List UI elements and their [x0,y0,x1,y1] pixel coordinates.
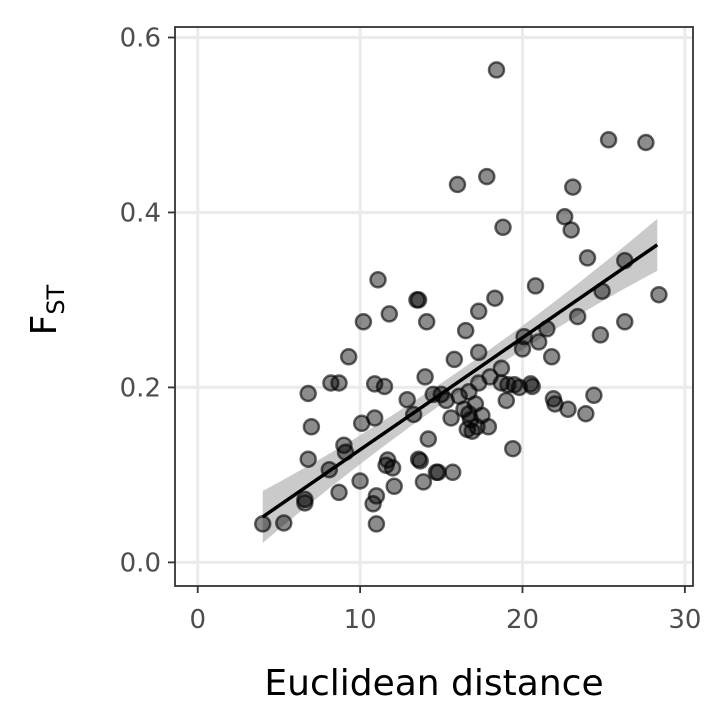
data-point-18 [365,409,384,427]
data-point-80 [529,333,548,351]
data-point-46 [445,350,464,369]
data-point-41 [429,463,447,482]
regression-line [261,243,659,519]
data-point-91 [578,249,597,267]
data-point-14 [351,472,369,490]
data-point-62 [478,167,496,186]
data-point-45 [443,463,462,482]
data-point-44 [442,409,460,427]
data-point-29 [398,390,416,409]
data-point-63 [479,418,498,436]
data-point-70 [497,391,516,410]
data-point-9 [330,374,348,392]
data-point-37 [417,313,436,331]
data-point-93 [591,326,610,344]
data-point-10 [330,483,348,502]
y-tick-label-1: 0.2 [120,373,161,403]
y-tick-label-0: 0.0 [120,548,161,578]
data-point-72 [504,439,522,458]
y-axis-title-subscript: ST [42,284,70,314]
data-point-98 [637,133,655,152]
data-point-1 [275,514,293,532]
data-point-36 [416,368,434,386]
data-point-4 [299,384,317,403]
data-point-5 [299,450,317,468]
data-point-89 [568,307,587,326]
regression-line-group [261,243,659,519]
x-axis-ticks: 0 10 20 30 [189,586,701,635]
data-point-82 [542,348,561,366]
data-point-20 [367,487,386,505]
data-point-86 [559,400,577,419]
data-point-34 [411,452,429,470]
data-point-19 [365,375,384,393]
x-axis-title: Euclidean distance [264,663,603,704]
data-point-3 [296,490,314,509]
data-point-23 [375,377,394,396]
y-axis-title: FST [24,284,70,335]
data-point-90 [577,404,595,423]
data-point-22 [369,271,387,289]
data-point-66 [487,61,506,79]
y-tick-label-2: 0.4 [120,198,161,228]
data-point-65 [486,289,504,307]
data-point-35 [414,473,433,491]
data-point-26 [380,305,399,323]
x-tick-label-2: 20 [506,605,539,635]
data-point-92 [585,386,603,405]
data-point-16 [354,313,373,331]
data-point-87 [562,221,580,239]
data-point-32 [409,291,428,309]
data-point-78 [523,377,541,396]
data-points [253,61,668,533]
x-tick-label-3: 30 [668,605,701,635]
data-point-47 [448,175,467,194]
y-tick-label-3: 0.6 [120,23,161,53]
data-point-69 [494,218,512,237]
data-point-95 [599,131,618,149]
data-point-28 [385,477,403,496]
y-axis-title-main: F [24,315,65,336]
data-point-13 [339,348,358,366]
data-point-21 [367,515,386,533]
data-point-79 [526,277,545,295]
data-point-59 [469,343,488,362]
data-point-88 [564,178,582,196]
data-point-99 [650,285,668,304]
data-point-0 [253,515,272,533]
x-tick-label-1: 10 [344,605,377,635]
x-tick-label-0: 0 [189,605,206,635]
data-point-38 [419,430,438,448]
data-point-6 [302,418,321,436]
data-point-67 [492,359,511,377]
data-point-58 [469,302,488,321]
data-point-97 [616,313,634,331]
data-point-50 [456,321,475,340]
y-axis-ticks: 0.0 0.2 0.4 0.6 [120,23,175,578]
data-point-27 [383,459,402,477]
panel-border [174,26,694,587]
